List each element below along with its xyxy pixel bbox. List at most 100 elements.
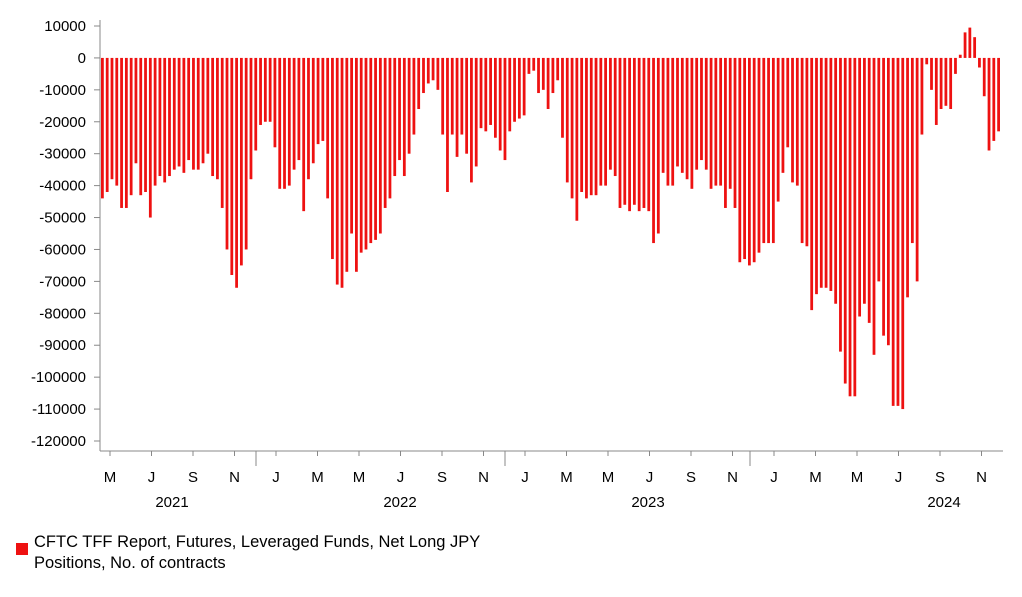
x-tick-label: M xyxy=(851,469,864,486)
x-tick-label: J xyxy=(521,469,529,486)
bar xyxy=(187,57,191,161)
bar xyxy=(863,57,866,304)
bar xyxy=(101,57,104,199)
bar xyxy=(973,37,977,58)
bar xyxy=(374,57,377,240)
bar xyxy=(815,57,818,295)
bar xyxy=(148,57,152,218)
bar xyxy=(311,57,315,164)
bar xyxy=(426,57,430,84)
bar xyxy=(613,57,617,177)
bar xyxy=(934,57,938,125)
bar xyxy=(786,57,790,148)
bar xyxy=(886,57,890,346)
x-tick-label: N xyxy=(976,469,987,486)
bar xyxy=(771,57,775,244)
bar xyxy=(599,57,603,186)
bar xyxy=(254,57,258,151)
bar xyxy=(671,57,675,186)
y-tick-label: 10000 xyxy=(44,18,86,35)
bar xyxy=(781,57,785,173)
x-tick-label: S xyxy=(935,469,945,486)
bar xyxy=(824,57,828,288)
bar xyxy=(422,57,425,94)
bar xyxy=(714,57,718,186)
bar xyxy=(383,57,387,208)
bar xyxy=(436,57,440,90)
bar xyxy=(503,57,507,161)
bar xyxy=(388,57,392,199)
bars-group xyxy=(101,27,1000,410)
bar xyxy=(666,57,670,186)
bar xyxy=(872,57,876,355)
bar xyxy=(537,57,540,94)
bar xyxy=(110,57,114,180)
bar xyxy=(470,57,473,183)
bar xyxy=(695,57,699,170)
y-tick-label: -30000 xyxy=(39,146,86,163)
bar xyxy=(201,57,205,164)
bar xyxy=(848,57,852,397)
bar xyxy=(594,57,598,196)
bar xyxy=(321,57,325,141)
bar xyxy=(355,57,358,272)
x-tick-label: M xyxy=(560,469,573,486)
bar xyxy=(244,57,248,250)
bar xyxy=(364,57,368,250)
bar xyxy=(925,57,929,65)
bar xyxy=(168,57,171,177)
bar xyxy=(680,57,684,173)
bar xyxy=(637,57,641,212)
bar xyxy=(302,57,306,212)
bar xyxy=(249,57,253,180)
bar xyxy=(700,57,703,161)
bar xyxy=(541,57,545,90)
x-tick-label: M xyxy=(602,469,615,486)
bar xyxy=(345,57,349,272)
bar xyxy=(369,57,373,244)
x-tick-label: N xyxy=(727,469,738,486)
y-tick-label: -20000 xyxy=(39,114,86,131)
bar xyxy=(834,57,838,304)
bar xyxy=(297,57,301,161)
x-tick-label: J xyxy=(272,469,280,486)
y-tick-label: 0 xyxy=(78,50,86,67)
year-label: 2024 xyxy=(927,494,960,511)
y-tick-label: -10000 xyxy=(39,82,86,99)
x-tick-label: J xyxy=(895,469,903,486)
bar xyxy=(378,57,382,234)
bar xyxy=(211,57,215,177)
bar xyxy=(182,57,186,173)
bar xyxy=(287,57,291,186)
bar xyxy=(628,57,631,212)
y-tick-label: -110000 xyxy=(32,401,86,418)
bar xyxy=(963,32,967,58)
bar xyxy=(307,57,310,180)
bar xyxy=(398,57,401,161)
bar xyxy=(508,57,512,132)
bar xyxy=(230,57,234,275)
bar xyxy=(891,57,895,406)
bar xyxy=(906,57,909,298)
bar xyxy=(800,57,804,244)
bar xyxy=(359,57,363,253)
bar xyxy=(709,57,713,189)
bar xyxy=(239,57,243,266)
bar xyxy=(915,57,919,282)
bar xyxy=(795,57,799,186)
bar xyxy=(517,57,521,119)
bar xyxy=(216,57,219,180)
bar xyxy=(954,57,957,74)
bar xyxy=(484,57,488,132)
bar xyxy=(446,57,449,192)
bar xyxy=(532,57,536,71)
bar xyxy=(829,57,833,291)
bar xyxy=(752,57,756,263)
bar xyxy=(235,57,238,288)
x-tick-label: N xyxy=(229,469,240,486)
bar xyxy=(724,57,727,208)
bar xyxy=(551,57,555,94)
x-tick-label: J xyxy=(646,469,654,486)
legend-label: CFTC TFF Report, Futures, Leveraged Fund… xyxy=(34,533,480,572)
